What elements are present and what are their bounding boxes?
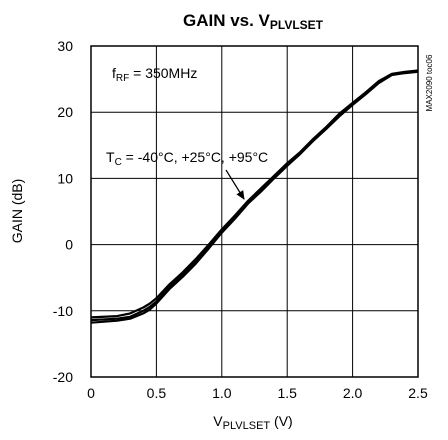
plot-frame (90, 45, 419, 378)
x-tick-label: 0.5 (147, 385, 167, 401)
tc-arrow (225, 169, 245, 200)
series-line-1 (90, 70, 419, 324)
y-axis-label: GAIN (dB) (9, 179, 25, 244)
x-tick-label: 2.5 (408, 385, 428, 401)
x-tick-label: 2.0 (343, 385, 363, 401)
chart-title: GAIN vs. VPLVLSET (183, 11, 324, 32)
y-tick-label: -10 (53, 303, 73, 319)
series-group (90, 69, 419, 324)
x-tick-label: 1.5 (277, 385, 297, 401)
side-label: MAX2090 toc06 (425, 54, 434, 111)
x-axis-label: VPLVLSET (V) (213, 413, 292, 432)
frf-annotation: fRF = 350MHz (112, 65, 197, 84)
y-tick-label: 0 (65, 237, 73, 253)
y-tick-label: 30 (57, 38, 73, 54)
y-tick-label: 10 (57, 170, 73, 186)
x-tick-label: 1.0 (212, 385, 232, 401)
y-tick-label: 20 (57, 104, 73, 120)
y-tick-label: -20 (53, 369, 73, 385)
series-line-2 (90, 69, 419, 319)
y-tick-labels: -20 -10 0 10 20 30 (53, 38, 73, 385)
x-tick-labels: 0 0.5 1.0 1.5 2.0 2.5 (87, 385, 428, 401)
grid (90, 45, 419, 378)
x-tick-label: 0 (87, 385, 95, 401)
tc-annotation: TC = -40°C, +25°C, +95°C (106, 149, 268, 168)
